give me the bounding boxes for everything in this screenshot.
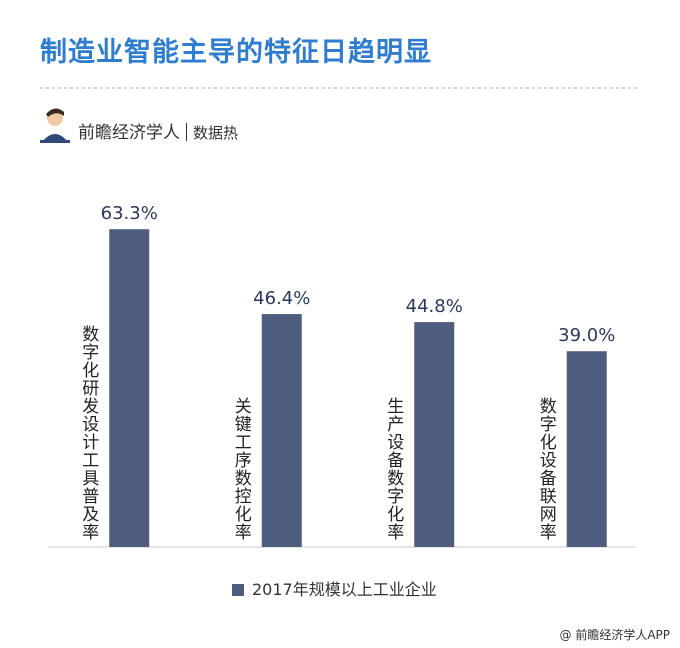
brand-tag: 数据热 [193, 124, 239, 142]
category-label: 数字化研发设计工具普及率 [78, 325, 99, 541]
chart-title: 制造业智能主导的特征日趋明显 [40, 37, 432, 68]
bar [261, 314, 302, 547]
brand: 前瞻经济学人 数据热 [78, 118, 238, 143]
bar [566, 351, 607, 547]
value-label: 63.3% [101, 203, 158, 224]
category-label: 生产设备数字化率 [383, 397, 404, 541]
value-label: 39.0% [558, 325, 615, 346]
brand-icon [40, 108, 70, 143]
value-label: 46.4% [253, 288, 310, 309]
legend-swatch [232, 584, 244, 596]
value-label: 44.8% [406, 296, 463, 317]
bar [109, 229, 150, 547]
category-label: 数字化设备联网率 [535, 397, 556, 541]
source: @ 前瞻经济学人APP [559, 628, 671, 642]
legend-label: 2017年规模以上工业企业 [252, 580, 437, 599]
bar [414, 322, 455, 547]
brand-name: 前瞻经济学人 [78, 123, 180, 143]
category-label: 关键工序数控化率 [230, 397, 251, 541]
legend: 2017年规模以上工业企业 [232, 576, 437, 600]
